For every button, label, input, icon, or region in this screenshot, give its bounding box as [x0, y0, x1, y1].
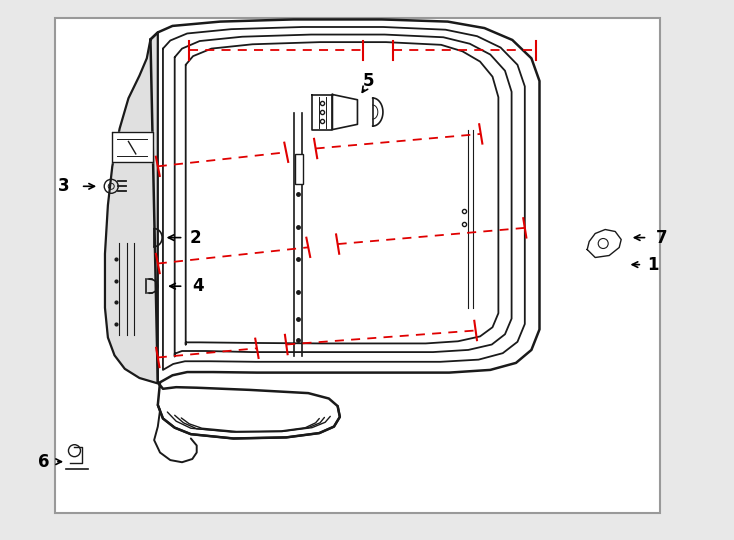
Text: 5: 5: [363, 72, 374, 90]
Polygon shape: [150, 19, 539, 438]
Text: 4: 4: [192, 277, 204, 295]
FancyBboxPatch shape: [55, 18, 660, 513]
Text: 6: 6: [37, 453, 49, 471]
FancyBboxPatch shape: [294, 154, 302, 184]
Polygon shape: [105, 32, 158, 383]
Text: 3: 3: [58, 177, 70, 195]
Text: 7: 7: [655, 228, 667, 247]
Text: 2: 2: [189, 228, 201, 247]
Polygon shape: [587, 230, 621, 258]
Text: 1: 1: [647, 255, 659, 274]
Polygon shape: [112, 132, 153, 162]
